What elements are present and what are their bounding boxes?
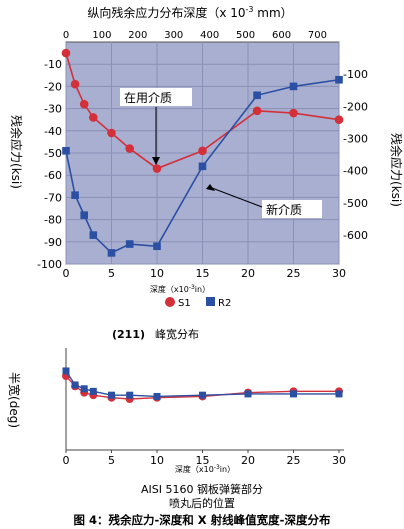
annotation-new-media-label: 新介质 <box>266 202 302 217</box>
peak-point-r2 <box>126 391 134 399</box>
right-axis-tick-label: -100 <box>343 68 368 81</box>
figure-caption: 图 4：残余应力-深度和 X 射线峰值宽度-深度分布 <box>73 513 331 527</box>
top-axis-tick-label: 100 <box>92 30 111 41</box>
bottom-y-label: 半宽(deg) <box>7 372 22 428</box>
peak-point-r2 <box>108 391 115 399</box>
right-axis-tick-label: -500 <box>343 197 368 210</box>
caption-line-1: AISI 5160 钢板弹簧部分 <box>141 483 263 496</box>
top-y-right-label: 残余应力(ksi) <box>389 133 404 207</box>
peak-width-chart: (211) 峰宽分布 0 5 10 15 20 25 30 半宽(deg) 深度（x10-3… <box>7 327 346 474</box>
y-tick-label: -60 <box>44 169 62 182</box>
data-point-s1 <box>252 106 262 116</box>
right-axis-tick-label: -300 <box>343 133 368 146</box>
peak-point-r2 <box>335 390 343 398</box>
top-axis-tick-label: 600 <box>272 30 291 41</box>
x-tick-label: 25 <box>287 454 301 467</box>
y-tick-label: -10 <box>44 58 62 71</box>
data-point-s1 <box>125 144 134 153</box>
y-tick-label: -80 <box>44 214 62 227</box>
caption-line-2: 喷丸后的位置 <box>169 497 235 510</box>
data-point-s1 <box>289 108 298 118</box>
data-point-r2 <box>62 146 70 155</box>
peak-point-r2 <box>290 390 297 398</box>
stress-depth-chart: 纵向残余应力分布深度（x 10-3 mm） 0 5 10 15 20 25 30 0 100 2… <box>9 5 404 309</box>
x-tick-label: 10 <box>150 454 164 467</box>
y-tick-label: -20 <box>44 80 62 93</box>
legend-r2-label: R2 <box>218 298 231 309</box>
x-tick-label: 25 <box>287 267 301 280</box>
top-axis-tick-label: 500 <box>236 30 255 41</box>
y-tick-label: -30 <box>44 103 62 116</box>
x-tick-label: 30 <box>332 454 346 467</box>
peak-point-r2 <box>80 385 88 393</box>
data-point-r2 <box>89 231 98 239</box>
data-point-r2 <box>253 91 261 100</box>
peak-point-r2 <box>153 392 161 400</box>
top-axis-tick-label: 0 <box>63 30 69 41</box>
y-tick-label: -100 <box>37 258 62 271</box>
x-tick-label: 30 <box>332 267 346 280</box>
peak-point-r2 <box>71 381 79 389</box>
data-point-s1 <box>198 146 207 156</box>
x-tick-label: 0 <box>63 267 70 280</box>
data-point-r2 <box>289 82 298 91</box>
data-point-r2 <box>335 75 343 84</box>
data-point-r2 <box>71 191 79 199</box>
top-axis-tick-label: 200 <box>128 30 147 41</box>
y-tick-label: -90 <box>44 236 62 249</box>
peak-point-r2 <box>199 391 206 399</box>
y-tick-label: -50 <box>44 147 62 160</box>
annotation-in-use-label: 在用介质 <box>124 91 172 105</box>
bottom-chart-subtitle: 峰宽分布 <box>155 327 199 341</box>
data-point-s1 <box>334 115 344 124</box>
data-point-s1 <box>152 164 162 173</box>
peak-point-r2 <box>62 367 70 375</box>
y-tick-label: -70 <box>44 191 62 204</box>
x-tick-label: 15 <box>196 454 210 467</box>
bottom-chart-title: (211) <box>112 328 145 341</box>
peak-point-r2 <box>89 387 97 395</box>
top-chart-title: 纵向残余应力分布深度（x 10-3 mm） <box>87 5 292 20</box>
x-tick-label: 20 <box>241 267 255 280</box>
bottom-x-label: 深度（x10-3in） <box>175 464 235 474</box>
legend-s1-marker <box>165 297 175 307</box>
x-tick-label: 15 <box>196 267 210 280</box>
right-axis-tick-label: -400 <box>343 165 368 178</box>
data-point-s1 <box>61 48 71 58</box>
data-point-s1 <box>107 128 116 138</box>
top-y-left-label: 残余应力(ksi) <box>9 115 24 189</box>
data-point-s1 <box>89 113 98 122</box>
data-point-s1 <box>79 99 89 109</box>
data-point-r2 <box>198 162 207 171</box>
legend: S1 R2 <box>165 297 231 309</box>
legend-r2-marker <box>206 297 215 306</box>
annotation-in-use-media: 在用介质 <box>120 88 192 165</box>
x-tick-label: 10 <box>150 267 164 280</box>
x-tick-label: 0 <box>63 454 70 467</box>
data-point-r2 <box>153 242 161 251</box>
peak-point-r2 <box>244 390 252 398</box>
y-tick-label: -40 <box>44 125 62 138</box>
x-tick-label: 5 <box>108 454 115 467</box>
x-tick-label: 5 <box>108 267 115 280</box>
right-axis-tick-label: -600 <box>343 229 368 242</box>
x-tick-label: 20 <box>241 454 255 467</box>
data-point-r2 <box>125 240 134 248</box>
data-point-r2 <box>80 211 88 219</box>
annotation-new-media: 新介质 <box>206 184 322 218</box>
top-x-label: 深度（x10-3in） <box>150 284 210 294</box>
top-axis-tick-label: 400 <box>200 30 219 41</box>
data-point-r2 <box>107 249 116 257</box>
top-axis-tick-label: 700 <box>308 30 327 41</box>
legend-s1-label: S1 <box>178 298 191 309</box>
right-axis-tick-label: -200 <box>343 100 368 113</box>
data-point-s1 <box>70 79 80 89</box>
top-axis-tick-label: 300 <box>164 30 183 41</box>
